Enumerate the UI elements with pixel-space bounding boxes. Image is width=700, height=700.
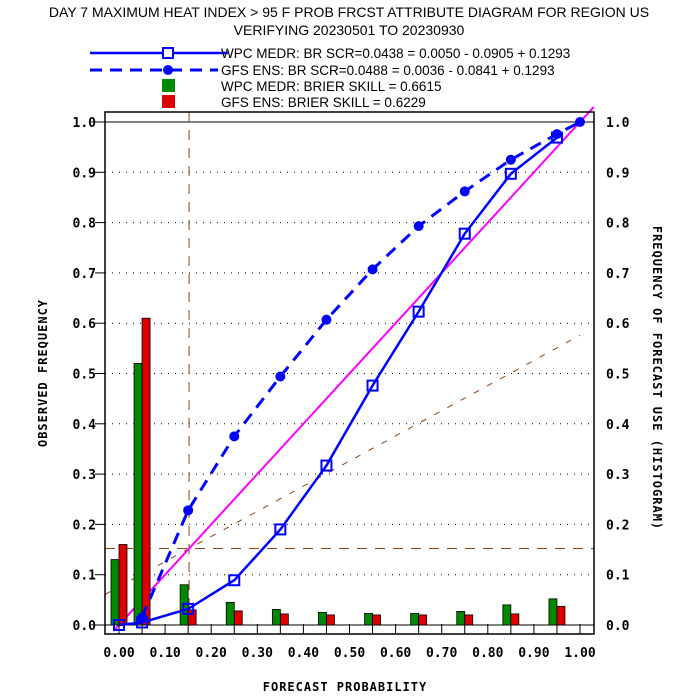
histogram-bar-gfs	[464, 614, 474, 626]
y-tick-label: 0.0	[73, 619, 97, 634]
histogram-bar-wpc	[548, 598, 558, 626]
wpc-medr-point	[366, 379, 379, 392]
gfs-ens-point	[229, 431, 240, 442]
gfs-ens-point	[367, 264, 378, 275]
wpc-medr-point	[504, 167, 517, 180]
y2-tick-label: 1.0	[606, 116, 630, 131]
y-tick-label: 0.5	[73, 368, 96, 383]
histogram-bar-wpc	[110, 559, 120, 626]
gfs-ens-point	[275, 371, 286, 382]
legend: WPC MEDR: BR SCR=0.0438 = 0.0050 - 0.090…	[90, 46, 570, 110]
wpc-medr-point	[182, 602, 195, 615]
histogram	[110, 317, 566, 626]
x-tick-label: 0.40	[288, 646, 319, 661]
wpc-medr-point	[458, 227, 471, 240]
legend-circle-marker	[163, 65, 173, 75]
wpc-medr-point	[550, 131, 563, 144]
y-tick-label: 0.9	[73, 166, 96, 181]
y-tick-label: 0.4	[73, 418, 97, 433]
reference-lines	[104, 106, 595, 634]
y-tick-label: 0.2	[73, 518, 96, 533]
histogram-bar-gfs	[510, 613, 520, 626]
histogram-bar-gfs	[372, 614, 381, 626]
gfs-ens-point	[505, 154, 516, 165]
histogram-bar-gfs	[418, 614, 428, 626]
y2-tick-label: 0.7	[606, 267, 629, 282]
gfs-ens-point	[459, 186, 470, 197]
perfect-reliability-line	[112, 106, 595, 632]
y2-tick-label: 0.9	[606, 166, 629, 181]
series-lines	[113, 117, 585, 631]
y-tick-label: 0.1	[73, 569, 97, 584]
histogram-bar-wpc	[410, 613, 420, 626]
x-tick-label: 0.80	[472, 646, 503, 661]
axis-ticks: 0.00 0.10 0.20 0.30 0.40 0.50 0.60 0.70 0.80 0.90…	[73, 116, 630, 661]
x-tick-label: 0.60	[380, 646, 411, 661]
histogram-bar-gfs	[279, 613, 289, 626]
x-tick-label: 0.00	[103, 646, 134, 661]
legend-gfs-bar	[162, 95, 175, 108]
histogram-bar-gfs	[233, 610, 243, 626]
legend-gfs-skill: GFS ENS: BRIER SKILL = 0.6229	[221, 95, 426, 110]
y2-tick-label: 0.2	[606, 518, 629, 533]
y2-tick-label: 0.6	[606, 317, 630, 332]
chart-title-line2: VERIFYING 20230501 TO 20230930	[234, 22, 465, 38]
y2-tick-label: 0.1	[606, 569, 630, 584]
y2-tick-label: 0.0	[606, 619, 630, 634]
wpc-medr-point	[228, 574, 241, 587]
y2-tick-label: 0.5	[606, 368, 629, 383]
y2-tick-label: 0.8	[606, 217, 630, 232]
histogram-bar-wpc	[225, 601, 235, 626]
histogram-bar-gfs	[141, 317, 151, 626]
gfs-ens-point	[413, 221, 424, 232]
chart-title-line1: DAY 7 MAXIMUM HEAT INDEX > 95 F PROB FRC…	[49, 4, 649, 20]
gfs-ens-point	[575, 117, 585, 127]
legend-wpc-skill: WPC MEDR: BRIER SKILL = 0.6615	[221, 79, 441, 94]
gfs-ens-point	[321, 314, 332, 325]
y-tick-label: 1.0	[73, 116, 97, 131]
x-tick-label: 0.50	[334, 646, 365, 661]
y2-axis-label: FREQUENCY OF FORECAST USE (HISTOGRAM)	[650, 226, 664, 530]
y-tick-label: 0.8	[73, 217, 97, 232]
y2-tick-label: 0.4	[606, 418, 630, 433]
y2-tick-label: 0.3	[606, 468, 629, 483]
x-axis-label: FORECAST PROBABILITY	[263, 680, 428, 694]
wpc-medr-point	[412, 305, 425, 318]
no-skill-line	[104, 334, 581, 595]
wpc-medr-line	[118, 136, 558, 627]
histogram-bar-wpc	[364, 613, 373, 626]
histogram-bar-gfs	[118, 544, 128, 626]
histogram-bar-wpc	[456, 611, 466, 626]
wpc-medr-point	[320, 459, 333, 472]
x-tick-label: 0.20	[196, 646, 227, 661]
legend-square-marker	[162, 47, 174, 59]
histogram-bar-wpc	[502, 604, 512, 626]
histogram-bar-wpc	[271, 609, 281, 626]
gfs-ens-point	[183, 505, 194, 516]
x-tick-label: 0.90	[518, 646, 549, 661]
wpc-medr-point	[274, 523, 287, 536]
y-axis-label: OBSERVED FREQUENCY	[36, 299, 50, 447]
y-tick-label: 0.6	[73, 317, 97, 332]
histogram-bar-wpc	[318, 612, 327, 626]
legend-gfs-line: GFS ENS: BR SCR=0.0488 = 0.0036 - 0.0841…	[221, 63, 555, 78]
gfs-ens-line	[140, 120, 581, 619]
x-tick-label: 0.70	[426, 646, 457, 661]
histogram-bar-gfs	[556, 605, 566, 626]
y-tick-label: 0.3	[73, 468, 96, 483]
legend-wpc-bar	[162, 79, 175, 92]
x-tick-label: 0.10	[149, 646, 180, 661]
y-tick-label: 0.7	[73, 267, 96, 282]
gfs-ens-point	[551, 129, 562, 140]
x-tick-label: 1.00	[564, 646, 595, 661]
legend-wpc-line: WPC MEDR: BR SCR=0.0438 = 0.0050 - 0.090…	[221, 46, 570, 61]
histogram-bar-wpc	[133, 363, 143, 626]
histogram-bar-gfs	[326, 614, 335, 626]
x-tick-label: 0.30	[242, 646, 273, 661]
